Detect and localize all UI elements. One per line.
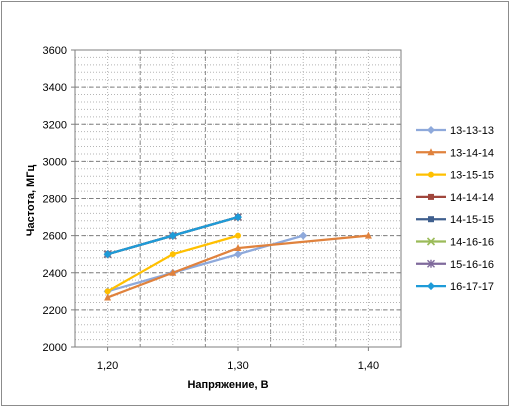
legend-label: 14-14-14 <box>450 192 494 204</box>
legend: 13-13-13 13-14-14 13-15-15 14-14-14 14-15-15… <box>411 117 507 300</box>
data-point <box>364 231 372 239</box>
x-tick-label: 1,30 <box>227 360 248 372</box>
series-group <box>103 212 372 301</box>
legend-label: 14-16-16 <box>450 237 494 249</box>
x-tick-label: 1,20 <box>97 360 118 372</box>
series-13-15-15 <box>104 232 241 295</box>
y-tick-label: 3000 <box>43 156 67 168</box>
legend-entry: 13-14-14 <box>416 147 494 159</box>
legend-entry: 16-17-17 <box>416 281 494 293</box>
y-tick-label: 3200 <box>43 119 67 131</box>
legend-entry: 13-13-13 <box>416 125 494 137</box>
gridlines <box>74 49 402 348</box>
data-point <box>104 293 112 301</box>
data-point <box>234 244 242 252</box>
axes: 2000 2200 2400 2600 2800 3000 3200 3400 3600 1,20… <box>43 45 402 372</box>
legend-entry: 13-15-15 <box>416 170 494 182</box>
legend-marker <box>427 148 435 156</box>
legend-entry: 14-14-14 <box>416 192 494 204</box>
legend-marker <box>428 193 434 200</box>
y-tick-label: 2200 <box>43 305 67 317</box>
legend-marker <box>427 126 435 134</box>
legend-marker <box>428 216 434 223</box>
data-point <box>234 213 242 222</box>
legend-entry: 15-16-16 <box>416 259 494 271</box>
series-16-17-17 <box>103 213 242 259</box>
legend-entry: 14-15-15 <box>416 214 494 226</box>
legend-marker <box>428 171 434 178</box>
legend-label: 13-15-15 <box>450 170 494 182</box>
legend-entry: 14-16-16 <box>416 237 494 249</box>
y-tick-label: 2600 <box>43 231 67 243</box>
y-tick-label: 3400 <box>43 82 67 94</box>
legend-marker <box>427 259 435 268</box>
data-point <box>234 250 242 259</box>
y-axis-title: Частота, МГц <box>25 165 37 237</box>
legend-label: 16-17-17 <box>450 281 494 293</box>
legend-marker <box>427 282 435 291</box>
legend-label: 14-15-15 <box>450 214 494 226</box>
data-point <box>104 288 111 295</box>
data-point <box>103 250 112 259</box>
y-tick-label: 3600 <box>43 45 67 57</box>
series-13-14-14 <box>104 231 372 301</box>
legend-label: 13-13-13 <box>450 125 494 137</box>
x-tick-label: 1,40 <box>358 360 379 372</box>
x-axis-title: Напряжение, В <box>187 379 268 391</box>
data-point <box>169 251 176 258</box>
y-tick-label: 2400 <box>43 268 67 280</box>
data-point <box>168 231 177 240</box>
data-point <box>299 231 308 240</box>
data-point <box>169 268 177 276</box>
legend-marker <box>426 237 436 246</box>
y-tick-label: 2000 <box>43 342 67 354</box>
y-tick-label: 2800 <box>43 194 67 206</box>
legend-label: 15-16-16 <box>450 259 494 271</box>
legend-box <box>411 117 507 300</box>
series-line <box>107 234 369 299</box>
legend-label: 13-14-14 <box>450 147 494 159</box>
data-point <box>235 232 241 239</box>
